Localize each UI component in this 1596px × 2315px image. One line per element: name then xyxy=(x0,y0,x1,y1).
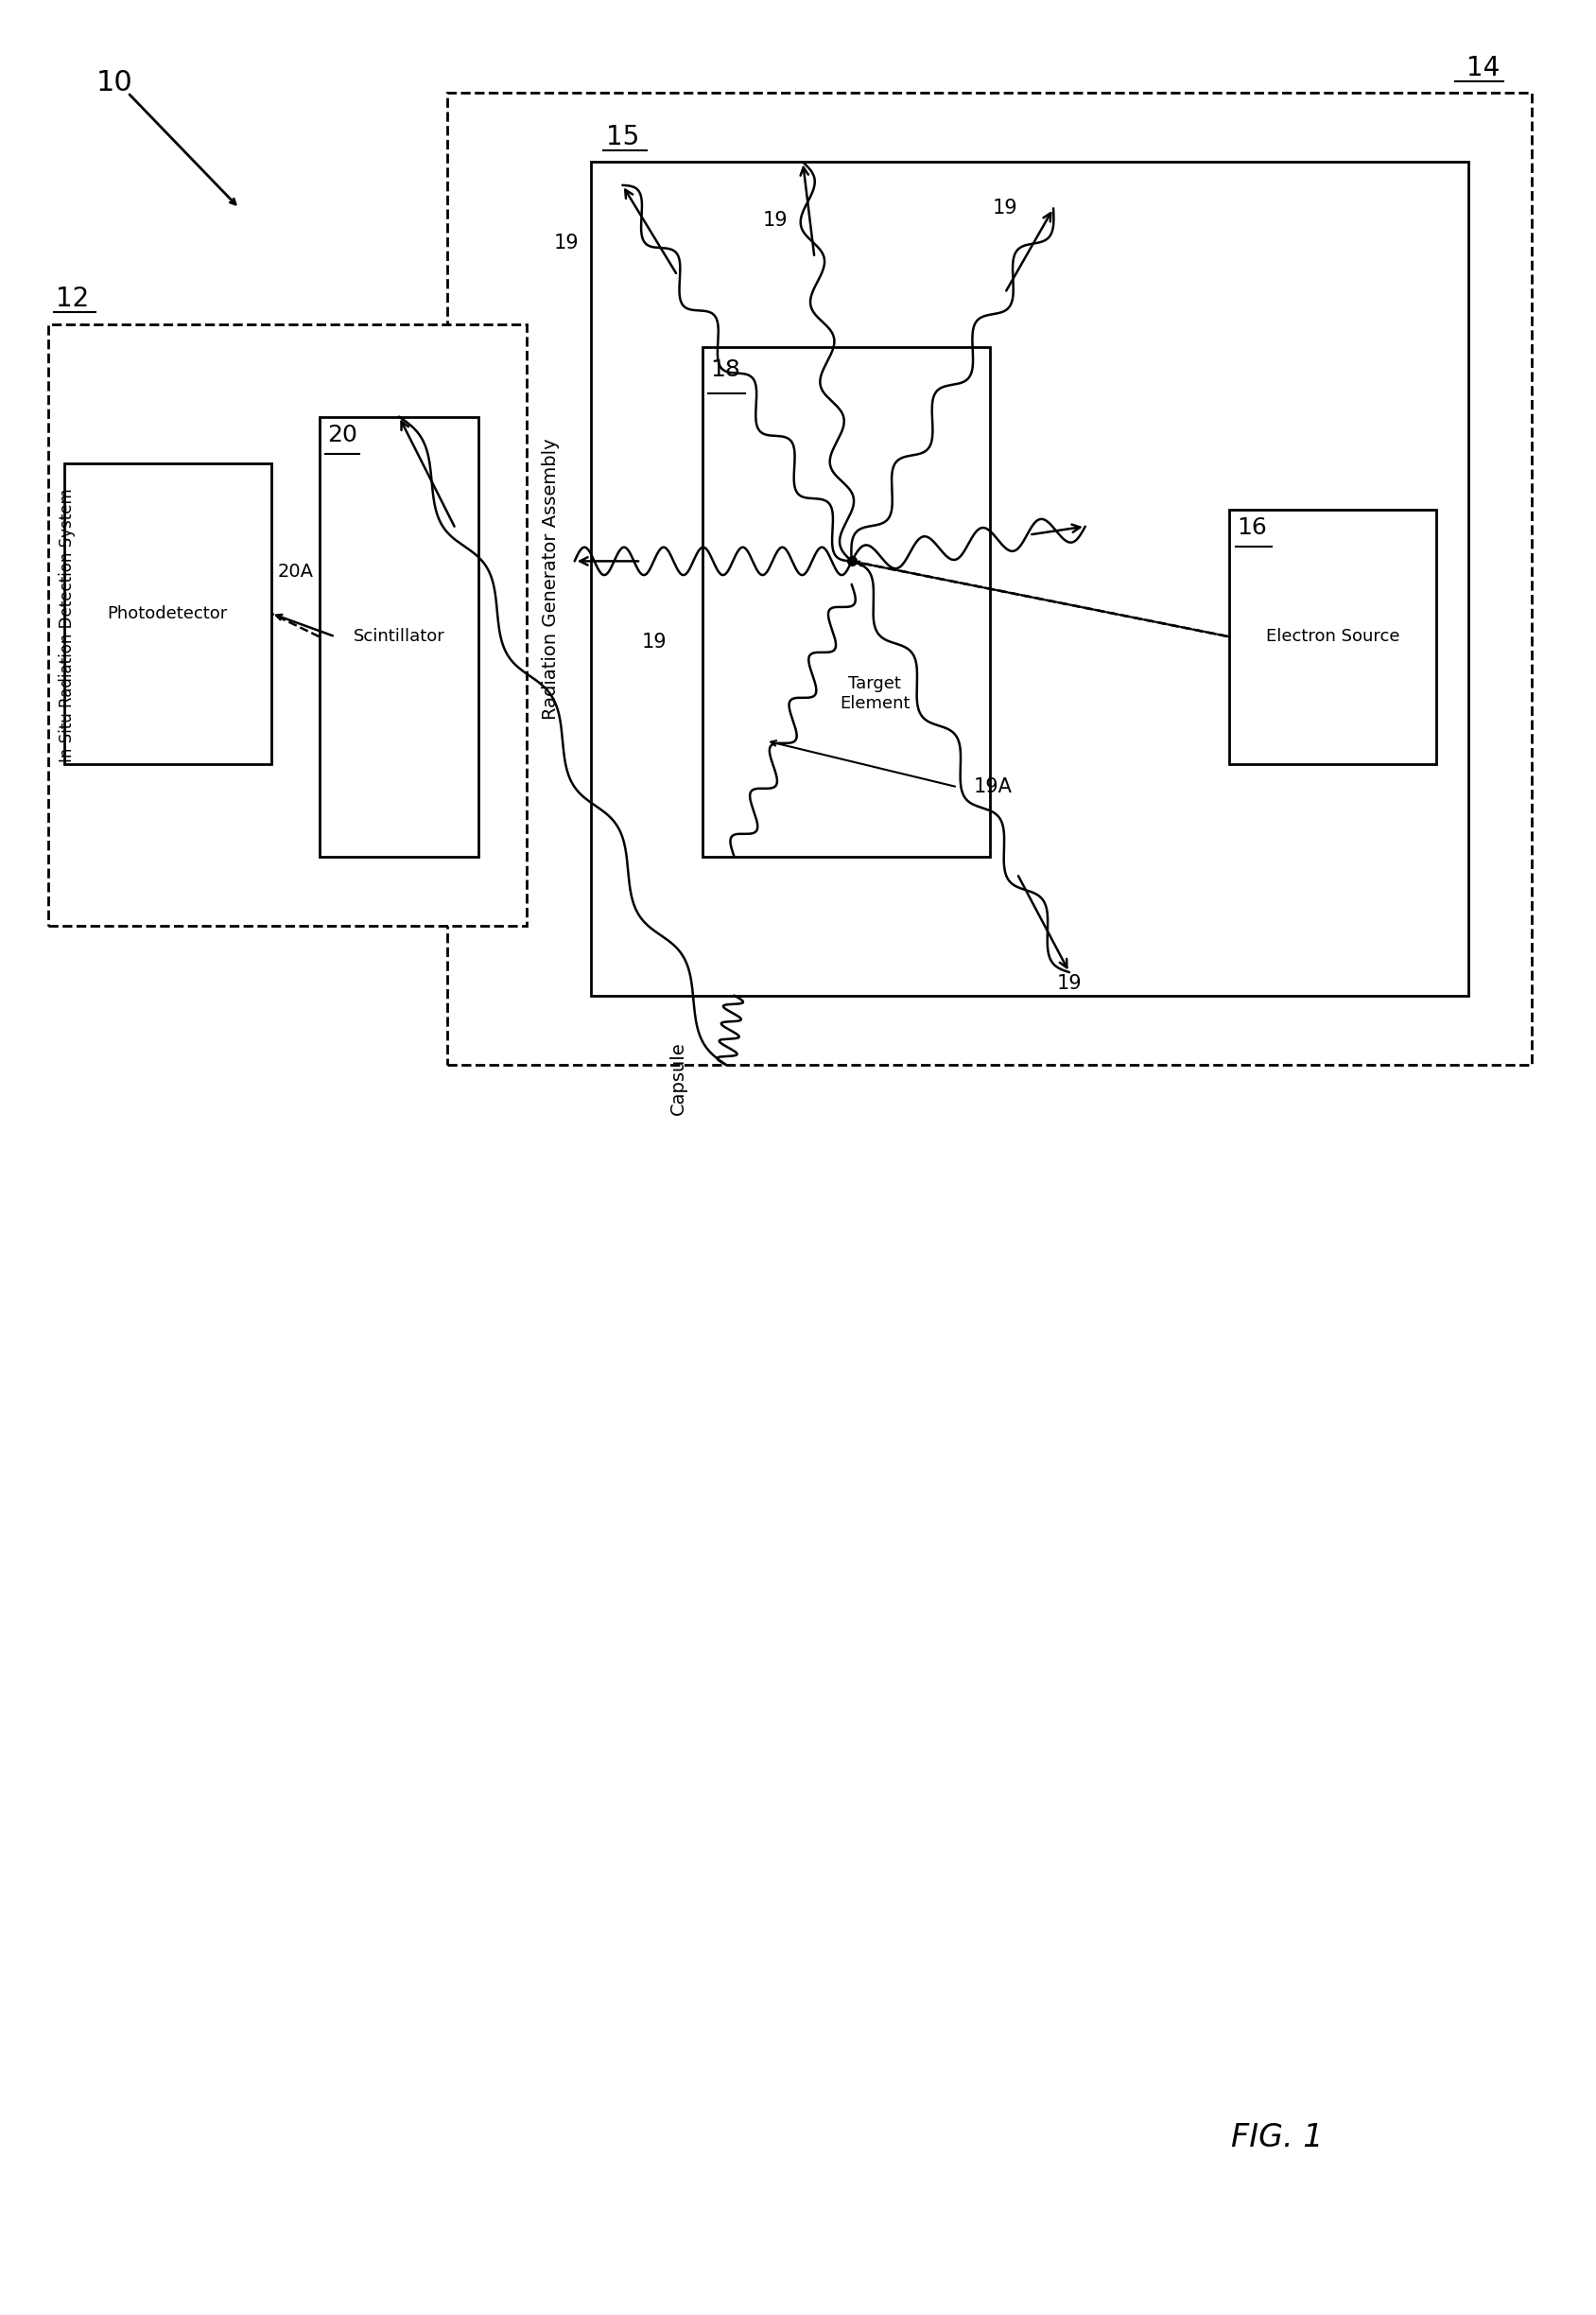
Text: 19: 19 xyxy=(554,234,579,252)
Text: 19A: 19A xyxy=(974,778,1012,796)
Bar xyxy=(1229,509,1436,764)
Text: Radiation Generator Assembly: Radiation Generator Assembly xyxy=(541,438,560,720)
Text: 19: 19 xyxy=(642,632,667,651)
Text: Electron Source: Electron Source xyxy=(1266,627,1400,646)
Text: Scintillator: Scintillator xyxy=(353,627,445,646)
Bar xyxy=(702,347,990,857)
Text: In Situ Radiation Detection System: In Situ Radiation Detection System xyxy=(59,488,75,762)
Text: Photodetector: Photodetector xyxy=(107,604,228,623)
Text: 19: 19 xyxy=(1057,975,1082,993)
Bar xyxy=(319,417,479,857)
Bar xyxy=(48,324,527,926)
Text: Capsule: Capsule xyxy=(669,1042,688,1116)
Text: 10: 10 xyxy=(96,69,132,97)
Text: 20: 20 xyxy=(327,424,358,447)
Text: 19: 19 xyxy=(763,211,788,229)
Text: 14: 14 xyxy=(1467,56,1500,81)
Text: 16: 16 xyxy=(1237,516,1267,539)
Text: Target
Element: Target Element xyxy=(839,676,910,713)
Bar xyxy=(64,463,271,764)
Text: 20A: 20A xyxy=(278,563,313,581)
Text: 19: 19 xyxy=(993,199,1018,218)
Text: 15: 15 xyxy=(606,125,640,150)
Bar xyxy=(447,93,1532,1065)
Text: 18: 18 xyxy=(710,359,741,382)
Bar xyxy=(591,162,1468,995)
Text: 12: 12 xyxy=(56,287,89,313)
Text: FIG. 1: FIG. 1 xyxy=(1231,2123,1323,2153)
